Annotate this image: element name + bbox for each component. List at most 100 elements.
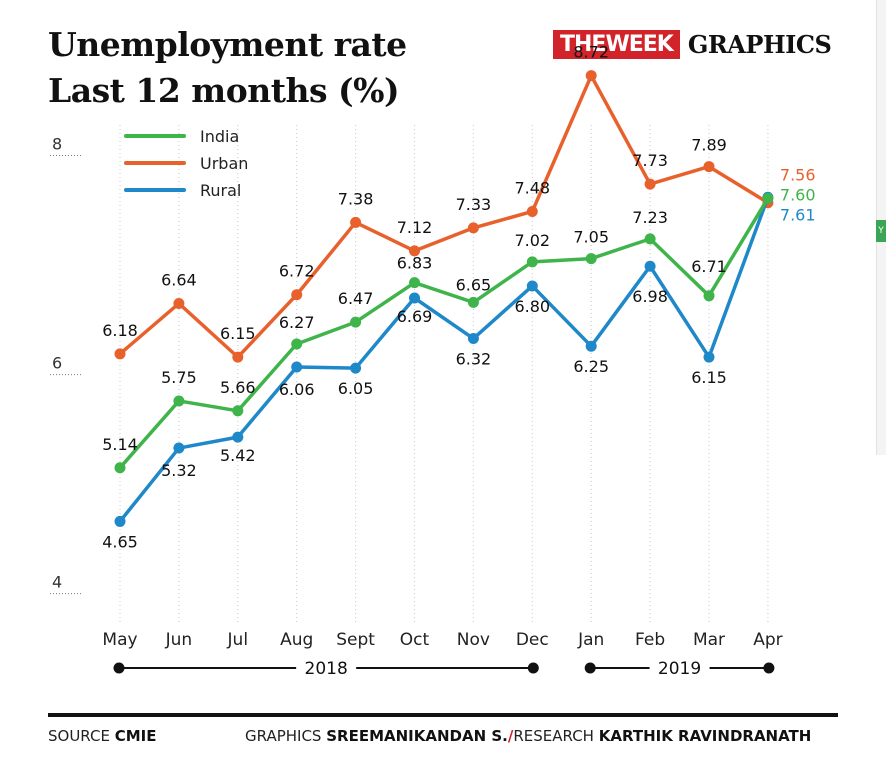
data-label-india-jun: 5.75 [161, 368, 197, 387]
year-bar-start-2018 [113, 662, 125, 674]
data-label-rural-may: 4.65 [102, 532, 138, 551]
point-india-jan [585, 253, 597, 265]
point-rural-jan [585, 340, 597, 352]
point-india-sept [350, 316, 362, 328]
side-tab[interactable]: Y [876, 220, 886, 242]
point-india-apr [762, 192, 774, 204]
y-tick-label-4: 4 [52, 573, 62, 592]
year-bar-start-2019 [584, 662, 596, 674]
data-label-rural-sept: 6.05 [338, 379, 374, 398]
data-label-rural-oct: 6.69 [397, 307, 433, 326]
data-label-rural-apr: 7.61 [780, 205, 816, 224]
legend-label-urban: Urban [200, 154, 248, 173]
point-india-jul [232, 405, 244, 417]
point-rural-nov [467, 333, 479, 345]
point-rural-feb [644, 260, 656, 272]
year-label-2018: 2018 [305, 659, 348, 679]
x-tick-label-aug: Aug [280, 630, 313, 650]
point-urban-may [114, 348, 126, 360]
data-label-rural-jan: 6.25 [573, 357, 609, 376]
point-india-feb [644, 233, 656, 245]
x-tick-label-may: May [102, 630, 137, 650]
graphics-prefix: GRAPHICS [245, 727, 322, 745]
data-label-urban-may: 6.18 [102, 321, 138, 340]
point-rural-dec [526, 280, 538, 292]
chart-title: Unemployment rate Last 12 months (%) [48, 22, 407, 114]
data-label-india-mar: 6.71 [691, 257, 727, 276]
x-tick-label-apr: Apr [753, 630, 782, 650]
point-india-jun [173, 395, 185, 407]
series-line-urban [118, 73, 769, 359]
data-label-india-aug: 6.27 [279, 313, 315, 332]
data-label-urban-sept: 7.38 [338, 189, 374, 208]
data-label-rural-dec: 6.80 [514, 297, 550, 316]
point-rural-sept [350, 362, 362, 374]
point-urban-mar [703, 161, 715, 173]
footer-source: SOURCE CMIE [48, 727, 156, 745]
data-label-india-nov: 6.65 [456, 275, 492, 294]
data-label-urban-jan: 8.72 [573, 43, 609, 62]
data-label-rural-mar: 6.15 [691, 368, 727, 387]
data-label-india-jan: 7.05 [573, 228, 609, 247]
point-rural-aug [291, 361, 303, 373]
title-line-2: Last 12 months (%) [48, 71, 400, 110]
point-rural-jul [232, 431, 244, 443]
x-tick-label-jan: Jan [577, 630, 604, 650]
data-label-rural-feb: 6.98 [632, 287, 668, 306]
point-rural-mar [703, 351, 715, 363]
source-prefix: SOURCE [48, 727, 110, 745]
brand-text: GRAPHICS [687, 30, 832, 59]
point-urban-oct [409, 245, 420, 257]
footer-credits: GRAPHICS SREEMANIKANDAN S./RESEARCH KART… [245, 727, 811, 745]
data-label-urban-jul: 6.15 [220, 324, 256, 343]
x-tick-label-sept: Sept [336, 630, 375, 650]
point-urban-sept [350, 216, 362, 228]
data-label-urban-apr: 7.56 [780, 165, 816, 184]
point-urban-jan [585, 70, 597, 82]
data-label-india-apr: 7.60 [780, 185, 816, 204]
data-label-india-jul: 5.66 [220, 378, 256, 397]
brand-box: THEWEEK [553, 30, 680, 59]
x-tick-label-feb: Feb [635, 630, 665, 650]
x-tick-label-dec: Dec [516, 630, 549, 650]
line-chart: 4 6 8 May Jun Jul Aug Sept Oct Nov Dec Jan Feb Mar Apr… [50, 43, 816, 679]
data-label-urban-aug: 6.72 [279, 262, 315, 281]
data-label-india-sept: 6.47 [338, 289, 374, 308]
footer-rule [48, 713, 838, 717]
graphics-name: SREEMANIKANDAN S. [326, 727, 508, 745]
point-india-dec [526, 256, 538, 268]
point-india-aug [291, 338, 303, 350]
y-tick-label-6: 6 [52, 354, 62, 373]
legend-label-india: India [200, 127, 239, 146]
point-urban-feb [644, 178, 656, 190]
data-label-rural-nov: 6.32 [456, 350, 492, 369]
point-india-oct [409, 277, 420, 289]
y-tick-label-8: 8 [52, 135, 62, 154]
legend-label-rural: Rural [200, 181, 241, 200]
year-bar-end-2018 [527, 662, 539, 674]
x-tick-label-mar: Mar [693, 630, 725, 650]
point-urban-jul [232, 351, 244, 363]
data-label-rural-jul: 5.42 [220, 446, 256, 465]
point-urban-nov [467, 222, 479, 234]
data-label-urban-jun: 6.64 [161, 270, 197, 289]
x-tick-label-nov: Nov [457, 630, 490, 650]
point-rural-may [114, 515, 126, 527]
research-prefix: RESEARCH [513, 727, 594, 745]
point-india-may [114, 462, 126, 474]
data-label-urban-oct: 7.12 [397, 218, 433, 237]
data-label-india-dec: 7.02 [514, 231, 550, 250]
series-line-rural [118, 196, 770, 523]
point-india-mar [703, 290, 715, 302]
point-rural-oct [409, 292, 420, 304]
x-tick-label-jun: Jun [165, 630, 193, 650]
year-bar-end-2019 [763, 662, 775, 674]
data-label-urban-mar: 7.89 [691, 136, 727, 155]
brand-logo: THEWEEK GRAPHICS [553, 30, 832, 59]
credit-separator: / [507, 727, 514, 745]
data-label-urban-nov: 7.33 [456, 195, 492, 214]
point-urban-jun [173, 297, 185, 309]
source-name: CMIE [114, 727, 157, 745]
data-label-rural-jun: 5.32 [161, 461, 197, 480]
research-name: KARTHIK RAVINDRANATH [598, 727, 812, 745]
